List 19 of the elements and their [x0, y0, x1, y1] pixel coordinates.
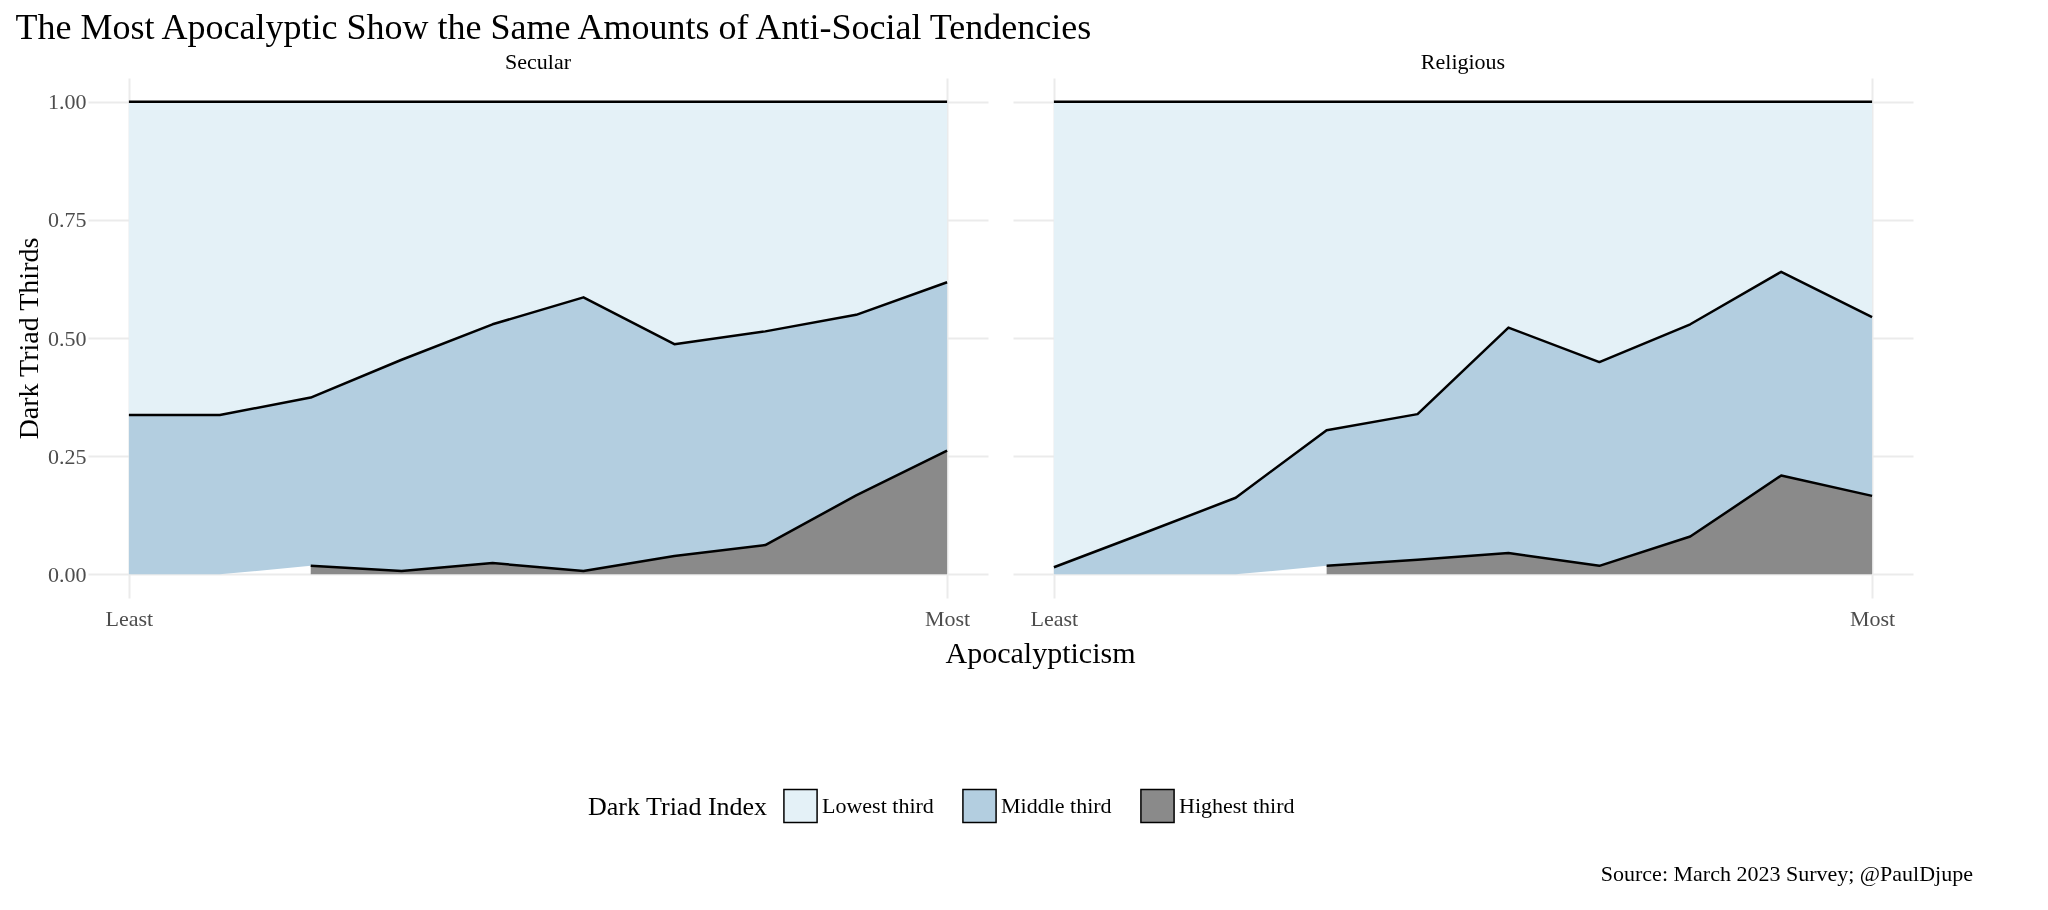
- y-tick-label: 0.50: [48, 325, 87, 351]
- x-axis-title: Apocalypticism: [945, 636, 1136, 669]
- y-axis-title: Dark Triad Thirds: [13, 237, 44, 440]
- y-tick-label: 0.25: [48, 443, 87, 469]
- legend-label: Lowest third: [822, 792, 934, 818]
- x-tick-label: Most: [924, 605, 971, 631]
- y-tick-label: 0.00: [48, 561, 87, 587]
- source-note: Source: March 2023 Survey; @PaulDjupe: [1600, 861, 1973, 886]
- y-tick-label: 1.00: [48, 89, 87, 115]
- legend-title: Dark Triad Index: [588, 792, 768, 821]
- legend-label: Middle third: [1001, 792, 1112, 818]
- y-tick-label: 0.75: [48, 207, 87, 233]
- x-tick-label: Most: [1849, 605, 1896, 631]
- chart-subtitle: Religious: [1420, 49, 1506, 74]
- x-tick-label: Least: [1030, 605, 1079, 631]
- legend-label: Highest third: [1179, 792, 1295, 818]
- x-tick-label: Least: [105, 605, 154, 631]
- chart-subtitle: Secular: [505, 49, 572, 74]
- chart-title: The Most Apocalyptic Show the Same Amounts of Anti-Social Tendencies: [15, 7, 1092, 47]
